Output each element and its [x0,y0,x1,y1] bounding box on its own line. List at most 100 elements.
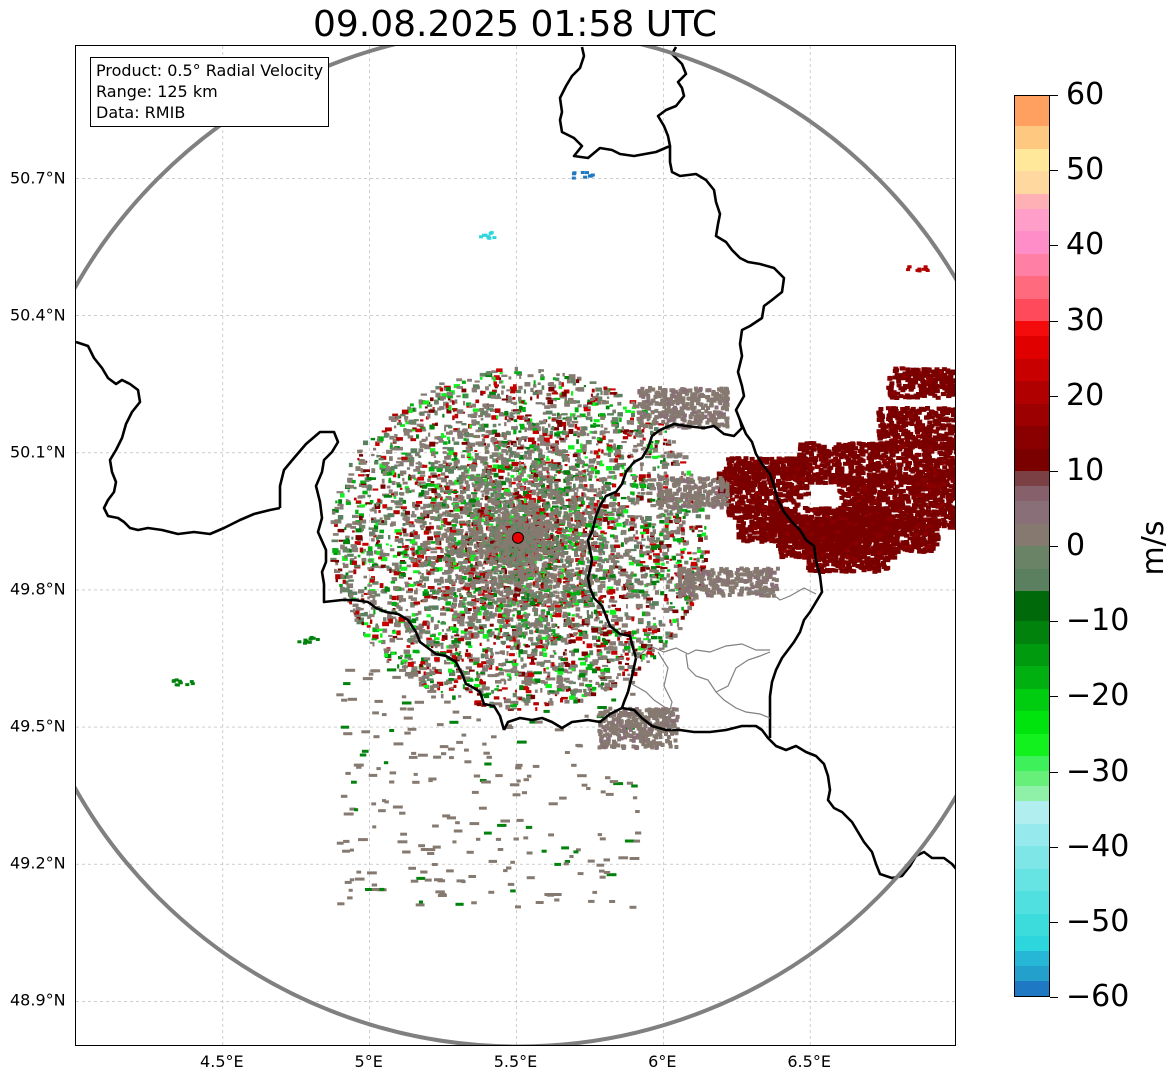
lat-label: 49.5°N [10,716,66,736]
colorbar-segment [1015,688,1049,711]
colorbar-tick [1050,470,1058,472]
colorbar-segment [1015,126,1049,149]
colorbar-segment [1015,501,1049,524]
colorbar-tick [1050,921,1058,923]
colorbar-tick [1050,997,1058,998]
colorbar-segment [1015,336,1049,359]
lat-label: 48.9°N [10,990,66,1010]
lat-label: 49.2°N [10,853,66,873]
colorbar-tick [1050,771,1058,773]
colorbar-tick [1050,95,1058,96]
colorbar-tick [1050,395,1058,397]
colorbar-segment [1015,523,1049,546]
lon-label: 4.5°E [200,1052,244,1071]
colorbar-segment [1015,771,1049,786]
radar-site-marker [511,531,524,544]
colorbar-tick-label: 50 [1066,152,1105,188]
colorbar-segment [1015,231,1049,254]
border-germany-belgium-east [586,146,786,709]
colorbar-segment [1015,298,1049,321]
colorbar-segment [1015,171,1049,194]
colorbar-segment [1015,148,1049,171]
colorbar-segment [1015,208,1049,231]
radar-map-panel[interactable]: Product: 0.5° Radial Velocity Range: 125… [75,45,956,1046]
product-info-box: Product: 0.5° Radial Velocity Range: 125… [90,57,330,127]
colorbar-segment [1015,358,1049,381]
colorbar-segment [1015,913,1049,936]
colorbar-segment [1015,891,1049,914]
colorbar-segment [1015,621,1049,644]
colorbar-tick-label: 30 [1066,302,1105,338]
info-data: Data: RMIB [96,103,186,122]
colorbar-tick-label: 0 [1066,528,1086,563]
border-germany-east [558,46,688,160]
info-range: Range: 125 km [96,82,218,101]
colorbar-segment [1015,756,1049,771]
lon-label: 6°E [648,1052,677,1071]
colorbar-segment [1015,591,1049,621]
colorbar-segment [1015,846,1049,869]
border-belgium-west [76,340,281,536]
lat-label: 50.1°N [10,442,66,462]
lon-label: 5°E [354,1052,383,1071]
border-france-south [502,706,955,880]
colorbar-tick [1050,245,1058,247]
province-borders [631,587,817,731]
colorbar-segment [1015,643,1049,666]
colorbar-segment [1015,276,1049,299]
colorbar-segment [1015,381,1049,404]
colorbar-tick-label: −40 [1066,828,1130,864]
colorbar-segment [1015,426,1049,449]
colorbar-segment [1015,321,1049,336]
colorbar-tick-label: −60 [1066,979,1130,1014]
colorbar-tick [1050,320,1058,322]
colorbar-tick-label: −20 [1066,678,1130,714]
colorbar-tick-label: 20 [1066,377,1105,413]
colorbar-tick-label: 10 [1066,452,1105,488]
radar-map-canvas [76,46,955,1045]
colorbar [1014,95,1050,997]
radar-echoes [171,171,955,909]
border-belgium-lux-west [278,430,506,731]
colorbar-tick [1050,696,1058,698]
colorbar-segment [1015,786,1049,801]
colorbar-segment [1015,801,1049,824]
lat-label: 50.4°N [10,305,66,325]
colorbar-segment [1015,966,1049,981]
colorbar-segment [1015,733,1049,756]
colorbar-tick [1050,846,1058,848]
colorbar-segment [1015,471,1049,486]
colorbar-tick [1050,170,1058,172]
colorbar-tick-label: 40 [1066,227,1105,263]
colorbar-tick-label: 60 [1066,77,1105,112]
colorbar-tick-label: −30 [1066,753,1130,789]
colorbar-segment [1015,486,1049,501]
colorbar-tick-label: −50 [1066,903,1130,939]
colorbar-segment [1015,823,1049,846]
lon-label: 5.5°E [493,1052,538,1071]
border-lux-germany [738,419,824,738]
lat-label: 50.7°N [10,168,66,188]
lon-label: 6.5°E [787,1052,831,1071]
colorbar-segment [1015,253,1049,276]
colorbar-segment [1015,96,1049,126]
colorbar-segment [1015,403,1049,426]
colorbar-segment [1015,711,1049,734]
colorbar-segment [1015,568,1049,591]
colorbar-segment [1015,193,1049,209]
colorbar-segment [1015,666,1049,689]
colorbar-segment [1015,868,1049,891]
info-product: Product: 0.5° Radial Velocity [96,61,324,80]
colorbar-unit: m/s [1135,520,1171,576]
map-title: 09.08.2025 01:58 UTC [312,4,718,45]
country-borders [76,46,955,880]
colorbar-segment [1015,981,1049,996]
colorbar-segment [1015,546,1049,569]
colorbar-segment [1015,951,1049,966]
colorbar-segment [1015,448,1049,471]
colorbar-tick [1050,621,1058,623]
colorbar-tick-label: −10 [1066,603,1130,639]
lat-label: 49.8°N [10,579,66,599]
colorbar-segment [1015,936,1049,951]
colorbar-tick [1050,546,1058,547]
